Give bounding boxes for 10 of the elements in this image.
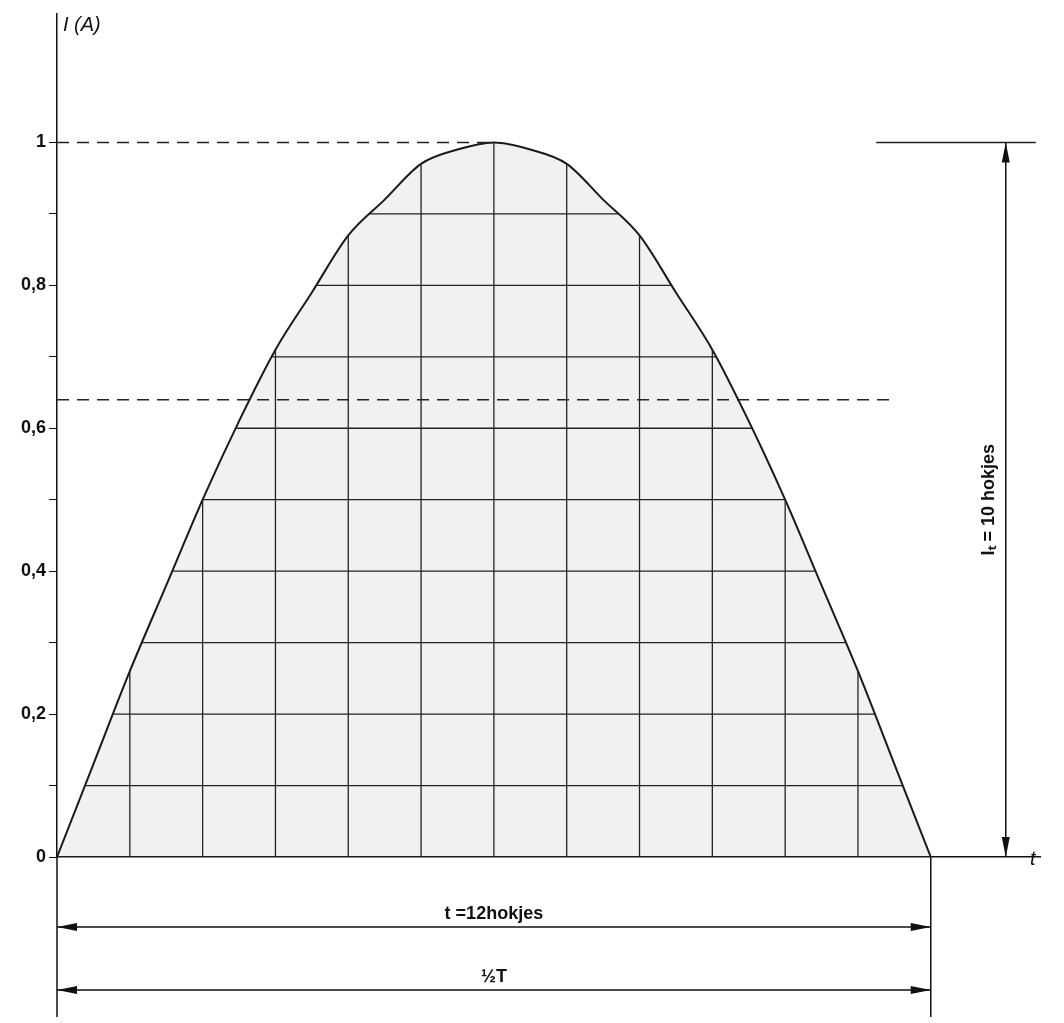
text: ½T [480, 966, 507, 986]
y-tick-label: 0,2 [20, 703, 46, 724]
y-axis-title: I (A) [63, 13, 101, 36]
y-tick-label: 1 [35, 131, 46, 152]
y-tick-label: 0 [35, 845, 46, 866]
text: t =12hokjes [444, 903, 544, 923]
y-tick-label: 0,4 [20, 560, 46, 581]
y-tick-label: 0,8 [20, 274, 46, 295]
annotation: Iₜ = 10 hokjes [977, 443, 998, 556]
y-tick-label: 0,6 [20, 417, 46, 438]
